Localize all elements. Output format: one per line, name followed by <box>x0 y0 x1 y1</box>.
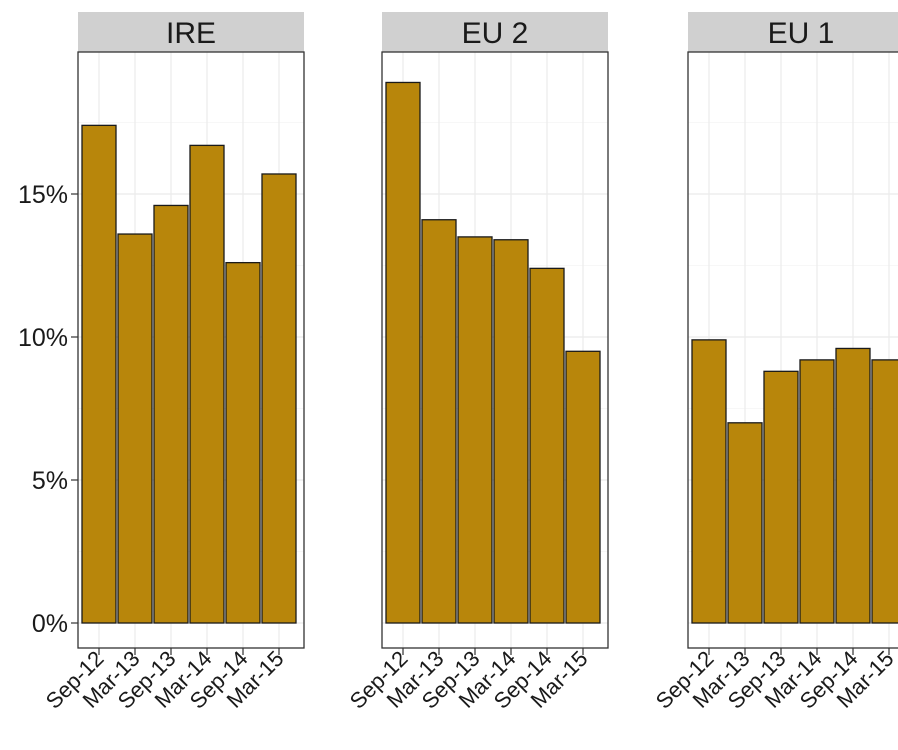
facet-strip <box>688 12 898 52</box>
facet-strip-label: EU 1 <box>768 17 835 50</box>
y-tick-label: 0% <box>32 610 68 638</box>
facet-strip <box>78 12 304 52</box>
y-tick-label: 10% <box>18 324 68 352</box>
facet-strip <box>382 12 608 52</box>
bar <box>727 422 763 624</box>
bar <box>835 347 871 624</box>
panel-border <box>687 51 898 649</box>
y-tick-label: 15% <box>18 181 68 209</box>
bar <box>421 219 457 624</box>
bar <box>189 144 225 624</box>
bar-series <box>691 339 898 624</box>
bar <box>457 236 493 624</box>
plot-area: 0% 5% 10% 15% IRE Sep-12Mar-13Sep-13Mar-14Sep… <box>18 12 898 714</box>
bar <box>493 239 529 624</box>
panel-border <box>77 51 305 649</box>
bar <box>871 359 898 624</box>
bar <box>261 173 297 624</box>
bar-series <box>81 124 297 624</box>
bar <box>117 233 153 624</box>
bar <box>153 204 189 624</box>
bar <box>529 267 565 624</box>
bar <box>565 350 601 624</box>
bar <box>81 124 117 624</box>
bar-series <box>385 81 601 624</box>
bar <box>763 370 799 624</box>
y-axis: 0% 5% 10% 15% <box>18 181 78 638</box>
bar <box>385 81 421 624</box>
facet-strip-label: EU 2 <box>462 17 529 50</box>
bar <box>799 359 835 624</box>
panel-border <box>381 51 609 649</box>
bar <box>691 339 727 624</box>
chart-root: 0% 5% 10% 15% IRE Sep-12Mar-13Sep-13Mar-14Sep… <box>18 12 898 714</box>
y-tick-label: 5% <box>32 467 68 495</box>
bar <box>225 261 261 624</box>
facet-strip-label: IRE <box>166 17 216 50</box>
